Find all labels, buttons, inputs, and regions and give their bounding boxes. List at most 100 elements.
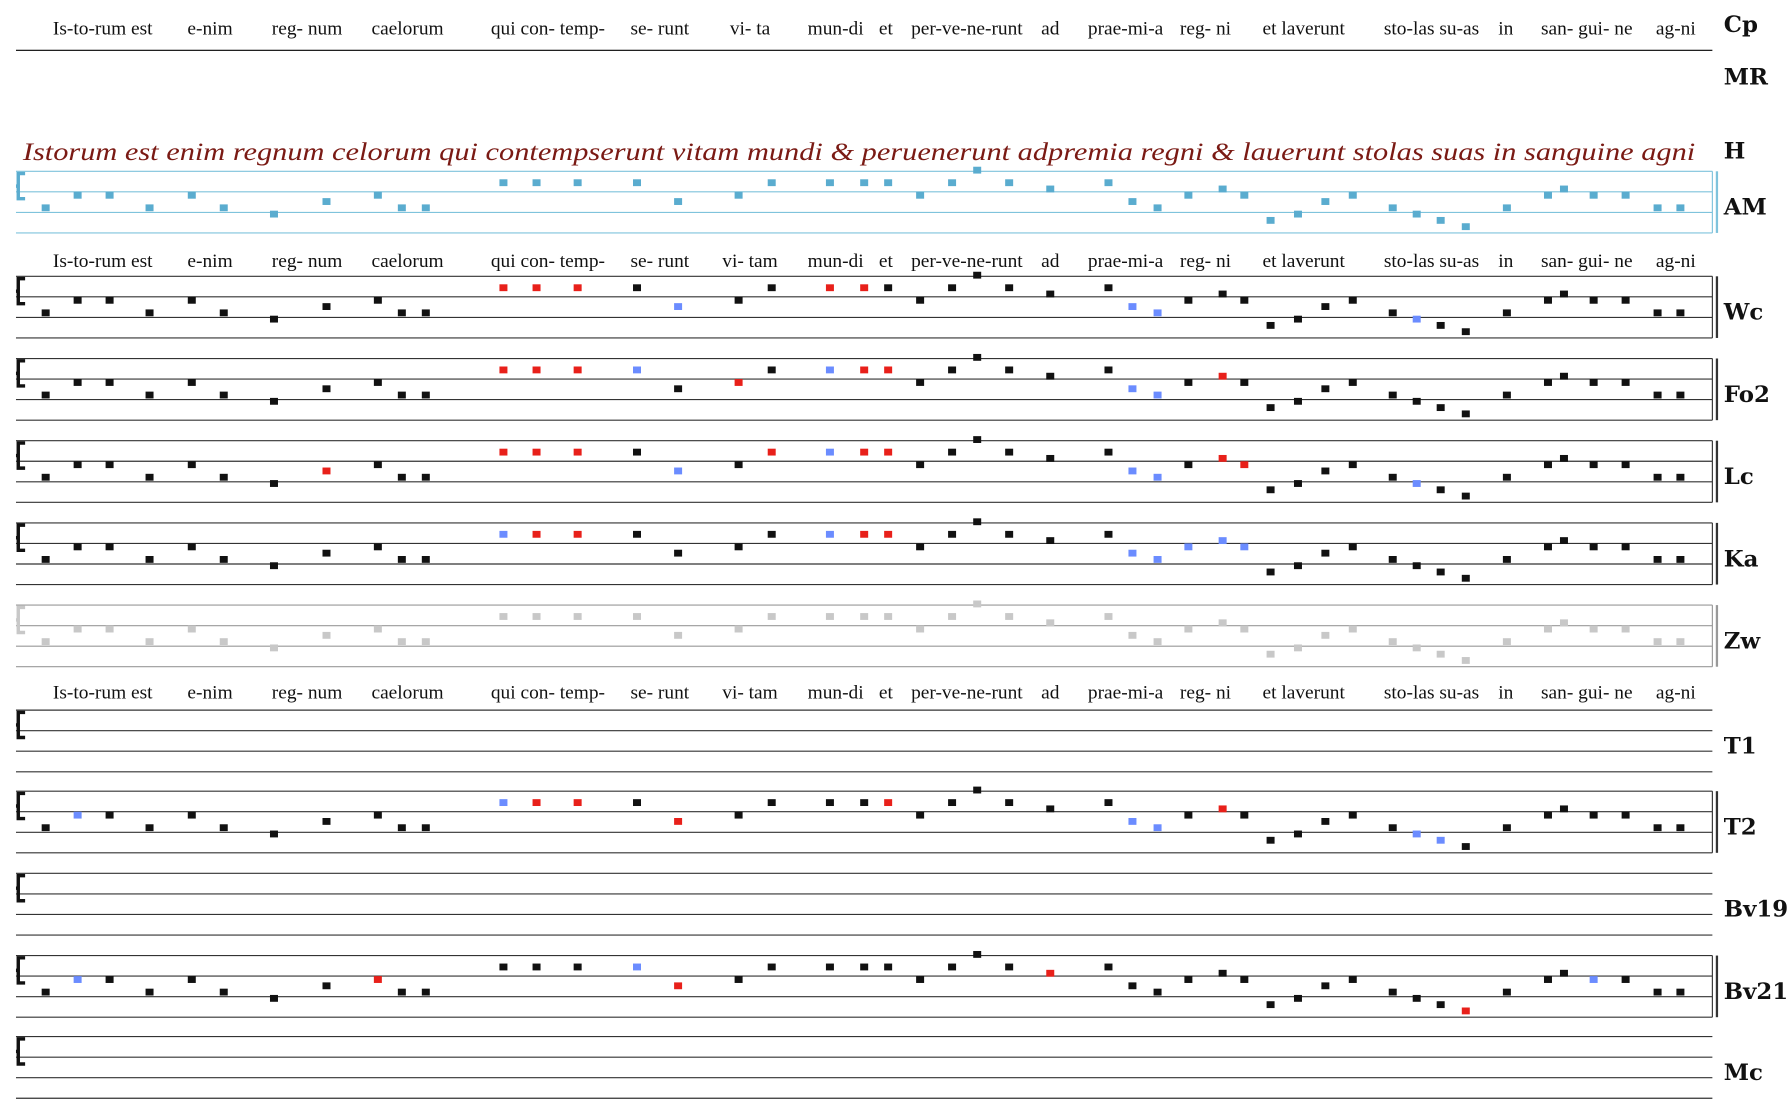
note	[1184, 543, 1193, 551]
note	[1218, 537, 1227, 545]
syllable: se- runt	[630, 18, 689, 39]
clef	[15, 1037, 26, 1066]
manuscript-text: Istorum est enim regnum celorum qui cont…	[22, 139, 1696, 166]
note	[1436, 836, 1445, 844]
note	[105, 191, 114, 199]
note	[1388, 391, 1397, 399]
note	[884, 530, 893, 538]
note	[499, 799, 508, 807]
note	[1046, 969, 1055, 977]
note	[322, 982, 331, 990]
note	[1388, 824, 1397, 832]
source-label: Bv19	[1724, 897, 1788, 923]
note	[1046, 185, 1055, 193]
note	[499, 366, 508, 374]
note	[916, 379, 925, 386]
note	[1461, 843, 1470, 850]
note	[674, 303, 683, 310]
note	[1621, 296, 1630, 304]
note	[421, 204, 430, 212]
note	[1543, 976, 1552, 983]
note	[105, 461, 114, 469]
note	[1589, 379, 1598, 386]
note	[1240, 461, 1249, 469]
note	[916, 461, 925, 469]
note	[767, 799, 776, 807]
note	[1153, 391, 1162, 399]
note	[1621, 191, 1630, 199]
note	[1621, 379, 1630, 386]
syllable: caelorum	[371, 683, 443, 704]
note	[1559, 537, 1568, 545]
note	[1559, 185, 1568, 193]
note	[674, 385, 683, 393]
syllable: san- gui- ne	[1541, 251, 1633, 272]
note	[269, 210, 278, 218]
note	[860, 799, 869, 807]
note	[499, 530, 508, 538]
note	[573, 366, 582, 374]
note	[860, 179, 869, 187]
note	[187, 379, 196, 386]
note	[1436, 650, 1445, 658]
note	[1412, 830, 1421, 838]
clef	[15, 276, 26, 306]
clef	[15, 605, 26, 635]
note	[825, 530, 834, 538]
note	[573, 613, 582, 620]
note	[734, 811, 743, 819]
note	[1589, 543, 1598, 551]
clef	[15, 873, 26, 903]
note	[1240, 976, 1249, 983]
note	[421, 309, 430, 317]
note	[1218, 619, 1227, 627]
note	[1502, 391, 1511, 399]
syllable: sto-las su-as	[1384, 251, 1479, 272]
note	[187, 461, 196, 469]
note	[145, 473, 154, 481]
note	[1321, 549, 1330, 557]
note	[1240, 543, 1249, 551]
syllable: et	[879, 683, 894, 704]
note	[187, 976, 196, 983]
note	[219, 391, 228, 399]
syllable: ag-ni	[1656, 251, 1696, 272]
syllable: san- gui- ne	[1541, 18, 1633, 39]
note	[573, 179, 582, 187]
note	[1559, 372, 1568, 380]
note	[373, 191, 382, 199]
note	[1559, 454, 1568, 462]
note	[1543, 543, 1552, 551]
note	[421, 473, 430, 481]
note	[41, 556, 50, 563]
note	[397, 638, 406, 646]
note	[948, 963, 957, 971]
note	[1128, 549, 1137, 557]
note	[1502, 204, 1511, 212]
note	[633, 179, 641, 187]
note	[1388, 204, 1397, 212]
note	[1676, 556, 1685, 563]
note	[948, 530, 957, 538]
note	[1240, 191, 1249, 199]
syllable: prae-mi-a	[1088, 683, 1164, 704]
note	[1266, 568, 1275, 576]
syllable: Is-to-rum est	[53, 683, 153, 704]
note	[397, 391, 406, 399]
syllable: san- gui- ne	[1541, 683, 1633, 704]
note	[1293, 644, 1302, 652]
syllable: ad	[1041, 251, 1060, 272]
note	[1653, 988, 1662, 996]
syllable: et laverunt	[1262, 18, 1345, 39]
note	[973, 518, 982, 526]
note	[397, 824, 406, 832]
note	[1559, 969, 1568, 977]
note	[633, 530, 641, 538]
note	[1128, 467, 1137, 475]
note	[187, 625, 196, 633]
syllable: se- runt	[630, 683, 689, 704]
note	[1502, 824, 1511, 832]
syllable: et	[879, 18, 894, 39]
note	[145, 391, 154, 399]
